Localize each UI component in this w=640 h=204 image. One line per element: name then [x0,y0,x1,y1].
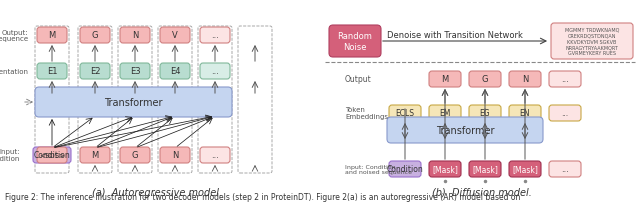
Text: E1: E1 [47,67,57,76]
Text: ECLS: ECLS [396,109,415,118]
FancyBboxPatch shape [469,72,501,88]
FancyBboxPatch shape [37,28,67,44]
Text: EM: EM [439,109,451,118]
Text: G: G [92,31,99,40]
Text: Condition: Condition [387,165,424,174]
Text: ...: ... [561,165,569,174]
FancyBboxPatch shape [80,28,110,44]
FancyBboxPatch shape [509,72,541,88]
FancyBboxPatch shape [160,147,190,163]
Text: MGMMY TRDWKNAMQ
CREKRDQSTDNQAN
KKVDKYDVM SGKVB
NRRAGYTRYAAKMQRT
GVRMEYKERY RUES: MGMMY TRDWKNAMQ CREKRDQSTDNQAN KKVDKYDVM… [565,28,619,56]
Text: ...: ... [211,67,219,76]
FancyBboxPatch shape [160,28,190,44]
Text: M: M [49,31,56,40]
Text: Token Representation: Token Representation [0,69,28,75]
FancyBboxPatch shape [80,147,110,163]
FancyBboxPatch shape [35,88,232,118]
Text: ...: ... [211,151,219,160]
Text: Denoise with Transition Network: Denoise with Transition Network [387,31,523,40]
Text: G: G [132,151,138,160]
FancyBboxPatch shape [200,147,230,163]
Text: Transformer: Transformer [104,98,163,108]
FancyBboxPatch shape [389,105,421,121]
FancyBboxPatch shape [429,72,461,88]
Text: Output: Output [345,75,372,84]
FancyBboxPatch shape [329,26,381,58]
Text: <SOS>: <SOS> [39,152,65,158]
FancyBboxPatch shape [80,64,110,80]
Text: Input:
Condition: Input: Condition [0,149,20,162]
FancyBboxPatch shape [551,24,633,60]
FancyBboxPatch shape [549,72,581,88]
Text: (a)  Autoregressive model.: (a) Autoregressive model. [92,187,222,197]
Text: M: M [92,151,99,160]
Text: Figure 2: The inference illustration for two decoder models (step 2 in ProteinDT: Figure 2: The inference illustration for… [5,192,520,201]
Text: EG: EG [480,109,490,118]
FancyBboxPatch shape [469,161,501,177]
Text: V: V [172,31,178,40]
Text: EN: EN [520,109,531,118]
FancyBboxPatch shape [429,105,461,121]
Text: ...: ... [561,75,569,84]
Text: Output:
Protein Sequence: Output: Protein Sequence [0,29,28,42]
Text: E2: E2 [90,67,100,76]
Text: Random
Noise: Random Noise [337,32,372,51]
FancyBboxPatch shape [33,147,71,163]
Text: Transformer: Transformer [436,125,494,135]
Text: Condition: Condition [34,151,70,160]
Text: N: N [172,151,178,160]
Text: ...: ... [211,31,219,40]
Text: N: N [522,75,528,84]
FancyBboxPatch shape [200,28,230,44]
FancyBboxPatch shape [469,105,501,121]
Text: M: M [442,75,449,84]
FancyBboxPatch shape [549,161,581,177]
FancyBboxPatch shape [120,147,150,163]
FancyBboxPatch shape [509,105,541,121]
FancyBboxPatch shape [387,118,543,143]
FancyBboxPatch shape [120,28,150,44]
FancyBboxPatch shape [509,161,541,177]
Text: Input: Condition
and noised sequence: Input: Condition and noised sequence [345,164,412,175]
FancyBboxPatch shape [37,147,67,163]
Text: G: G [482,75,488,84]
Text: E3: E3 [130,67,140,76]
Text: ...: ... [561,109,568,118]
FancyBboxPatch shape [120,64,150,80]
FancyBboxPatch shape [37,64,67,80]
Text: E4: E4 [170,67,180,76]
Text: [Mask]: [Mask] [512,165,538,174]
FancyBboxPatch shape [429,161,461,177]
FancyBboxPatch shape [160,64,190,80]
FancyBboxPatch shape [200,64,230,80]
FancyBboxPatch shape [389,161,421,177]
Text: [Mask]: [Mask] [472,165,498,174]
Text: Token
Embeddings: Token Embeddings [345,107,388,120]
Text: [Mask]: [Mask] [432,165,458,174]
Text: (b)  Diffusion model.: (b) Diffusion model. [432,187,532,197]
FancyBboxPatch shape [549,105,581,121]
Text: N: N [132,31,138,40]
